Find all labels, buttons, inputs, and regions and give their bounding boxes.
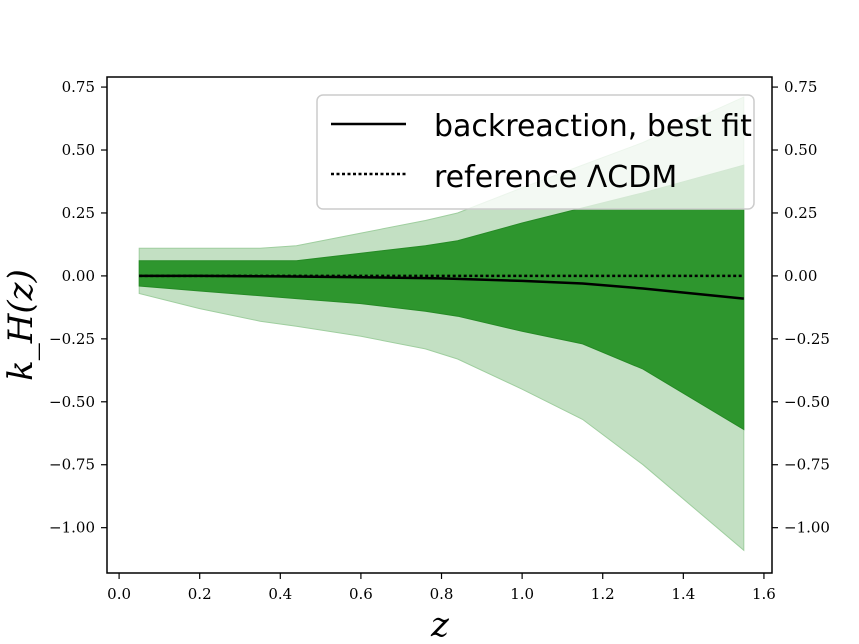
axis-ticks: 0.0 0.2 0.4 0.6 0.8 1.0 1.2 1.4 1.6 0.75 0.75 0.50 0… [49,78,830,603]
y-tick-label-left: 0.25 [62,204,95,222]
y-axis-label: k_H(z) [1,269,41,381]
y-tick-label-right: 0.25 [784,204,817,222]
x-tick-label: 1.4 [671,585,695,603]
x-tick-label: 0.6 [349,585,373,603]
y-tick-label-left: 0.00 [62,267,95,285]
series-line-best-fit [139,274,744,300]
legend-label-best-fit: backreaction, best fit [434,109,752,144]
x-tick-label: 0.0 [107,585,131,603]
axes-frame [106,76,773,574]
band-inner-area [138,164,745,431]
legend: backreaction, best fit reference ΛCDM [316,94,755,210]
confidence-bands [138,96,745,552]
x-tick-label: 1.0 [510,585,534,603]
x-tick-label: 0.2 [188,585,212,603]
x-axis-label: z [430,605,450,644]
y-tick-label-left: −0.75 [49,456,95,474]
y-tick-label-left: −0.50 [49,393,95,411]
y-tick-label-left: 0.75 [62,78,95,96]
y-tick-label-left: −1.00 [49,519,95,537]
y-tick-label-right: −0.25 [784,330,830,348]
y-tick-label-left: 0.50 [62,141,95,159]
y-tick-label-left: −0.25 [49,330,95,348]
x-tick-label: 1.6 [752,585,776,603]
legend-label-reference: reference ΛCDM [434,160,677,195]
series-lines [139,274,744,300]
y-tick-label-right: 0.00 [784,267,817,285]
x-tick-label: 0.8 [430,585,454,603]
x-tick-label: 0.4 [268,585,292,603]
legend-box [316,94,755,210]
x-tick-label: 1.2 [591,585,615,603]
y-tick-label-right: −1.00 [784,519,830,537]
y-tick-label-right: 0.75 [784,78,817,96]
y-tick-label-right: 0.50 [784,141,817,159]
y-tick-label-right: −0.75 [784,456,830,474]
y-tick-label-right: −0.50 [784,393,830,411]
